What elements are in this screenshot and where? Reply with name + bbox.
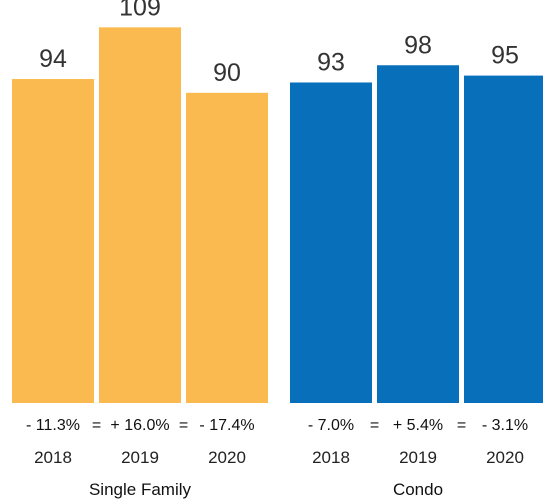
bar-value-label: 98	[404, 31, 432, 59]
x-tick-label: 2018	[34, 448, 72, 467]
bar-value-label: 90	[213, 59, 241, 87]
bar	[464, 75, 543, 403]
bar-value-label: 109	[119, 0, 161, 21]
x-tick-label: 2020	[486, 448, 524, 467]
change-label: - 7.0%	[308, 417, 354, 434]
change-label: - 11.3%	[26, 417, 80, 434]
change-label: - 3.1%	[482, 417, 528, 434]
bar-value-label: 93	[317, 48, 345, 76]
chart-marks: 94 - 11.3% 2018 109 + 16.0% 2019 90 - 17.4% 2020…	[12, 0, 543, 499]
bar-value-label: 94	[39, 45, 67, 73]
change-separator: =	[179, 417, 188, 434]
bar	[377, 65, 459, 403]
bar	[99, 27, 181, 403]
change-label: + 16.0%	[110, 417, 169, 434]
bar	[290, 82, 372, 403]
change-separator: =	[92, 417, 101, 434]
change-separator: =	[457, 417, 466, 434]
bar	[12, 79, 94, 404]
x-tick-label: 2019	[121, 448, 159, 467]
x-tick-label: 2018	[312, 448, 350, 467]
change-label: + 5.4%	[393, 417, 443, 434]
x-tick-label: 2019	[399, 448, 437, 467]
group-label: Single Family	[89, 480, 192, 499]
group-label: Condo	[393, 480, 443, 499]
change-label: - 17.4%	[199, 417, 254, 434]
bar	[186, 92, 268, 404]
change-separator: =	[370, 417, 379, 434]
bar-value-label: 95	[491, 42, 519, 70]
x-tick-label: 2020	[208, 448, 246, 467]
